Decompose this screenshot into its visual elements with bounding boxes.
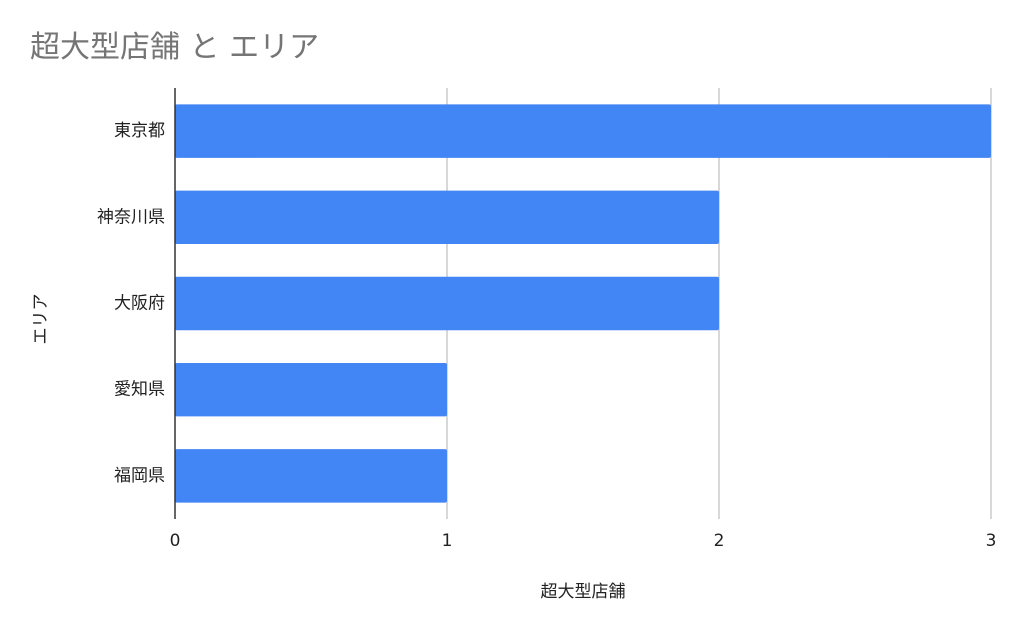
y-axis-title: エリア <box>31 294 51 345</box>
bars <box>175 104 991 503</box>
bar-1 <box>175 104 991 158</box>
y-category-label: 東京都 <box>114 121 165 141</box>
x-tick-label: 2 <box>714 531 725 551</box>
y-category-label: 大阪府 <box>114 294 165 314</box>
x-tick-label: 0 <box>170 531 181 551</box>
x-tick-label: 3 <box>986 531 997 551</box>
bar-5 <box>175 449 447 503</box>
x-tick-label: 1 <box>442 531 453 551</box>
chart-title: 超大型店舗 と エリア <box>30 30 319 65</box>
y-category-label: 愛知県 <box>114 380 165 400</box>
bar-3 <box>175 276 719 331</box>
bar-4 <box>175 362 447 417</box>
y-category-label: 福岡県 <box>114 466 165 486</box>
bar-2 <box>175 190 719 245</box>
y-category-label: 神奈川県 <box>97 207 165 227</box>
x-axis-title: 超大型店舗 <box>541 582 626 602</box>
